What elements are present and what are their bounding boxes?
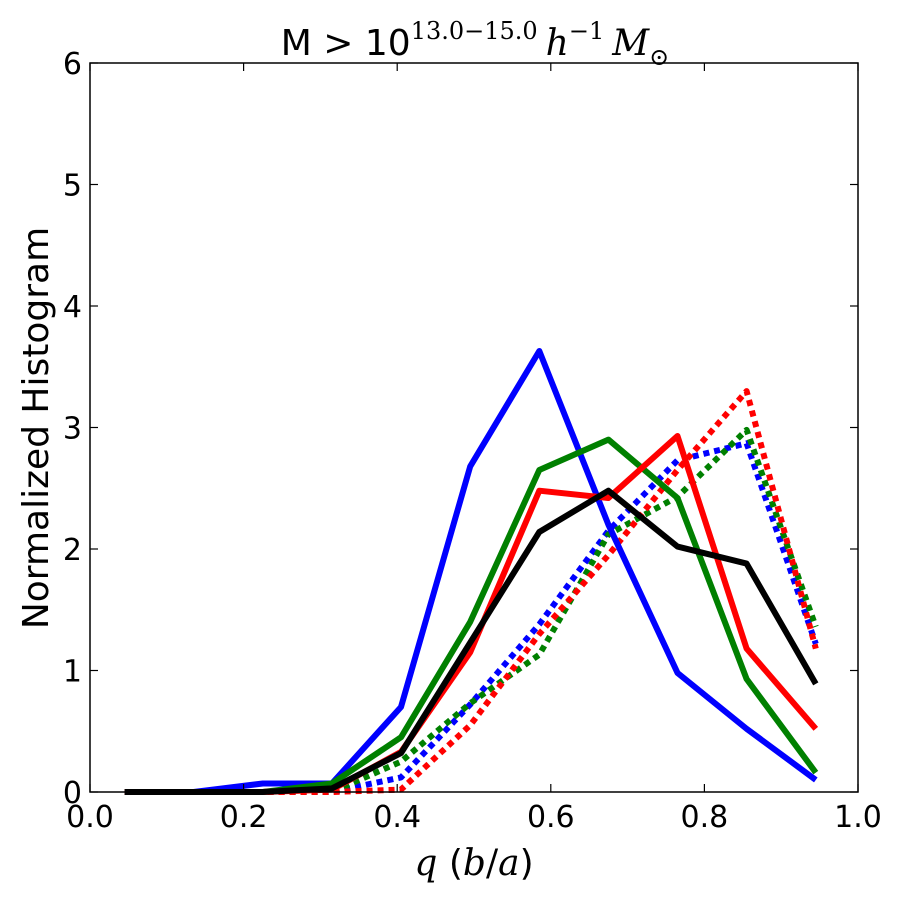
x-tick-label: 0.6 [527,800,575,835]
x-tick-label: 1.0 [834,800,882,835]
x-tick-label: 0.8 [681,800,729,835]
y-tick-label: 4 [63,290,82,325]
y-tick-label: 3 [63,412,82,447]
y-tick-label: 2 [63,533,82,568]
y-axis-label: Normalized Histogram [16,227,57,629]
y-tick-label: 5 [63,169,82,204]
plot-frame [89,62,859,793]
x-tick-label: 0.2 [220,800,268,835]
chart-title: M > 1013.0−15.0 h−1 M⊙ [281,17,669,71]
x-tick-label: 0.4 [373,800,421,835]
series-line-blue-solid [124,348,818,795]
y-tick-label: 0 [63,776,82,811]
y-tick-label: 6 [63,47,82,82]
x-tick-label: 0.0 [66,800,114,835]
x-axis-label: q (b/a) [414,843,533,884]
y-tick-label: 1 [63,655,82,690]
